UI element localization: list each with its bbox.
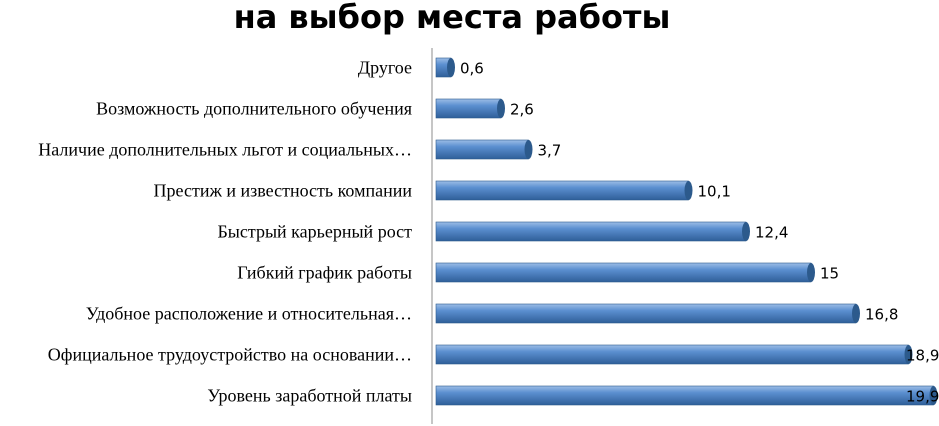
bar	[435, 98, 502, 119]
value-label: 19,9	[906, 388, 939, 406]
bar-end-cap	[904, 345, 913, 364]
bar	[435, 221, 747, 242]
bar-end-cap	[852, 304, 860, 323]
bar-end-cap	[684, 181, 693, 200]
bar-end-cap	[524, 140, 533, 159]
category-label: Другое	[358, 58, 412, 78]
value-label: 12,4	[755, 224, 788, 242]
category-label: Престиж и известность компании	[154, 181, 413, 201]
category-label: Наличие дополнительных льгот и социальны…	[38, 140, 412, 160]
value-label: 2,6	[510, 101, 534, 119]
bar	[435, 385, 934, 406]
category-label: Удобное расположение и относительная…	[86, 304, 412, 324]
value-label: 0,6	[460, 60, 484, 78]
category-label: Официальное трудоустройство на основании…	[48, 345, 412, 365]
bar-end-cap	[807, 263, 815, 282]
bar-end-cap	[929, 386, 938, 405]
bar	[435, 344, 909, 365]
value-label: 18,9	[906, 347, 939, 365]
category-label: Уровень заработной платы	[207, 386, 412, 406]
value-label: 10,1	[698, 183, 731, 201]
bar-end-cap	[742, 222, 750, 241]
category-label: Гибкий график работы	[237, 263, 412, 283]
value-label: 16,8	[865, 306, 898, 324]
bar	[435, 303, 857, 324]
chart-title: на выбор места работы	[234, 0, 671, 36]
bar-end-cap	[447, 58, 455, 77]
bar	[435, 180, 689, 201]
category-label: Возможность дополнительного обучения	[96, 99, 412, 119]
bar	[435, 139, 529, 160]
bar-end-cap	[497, 99, 505, 118]
category-label: Быстрый карьерный рост	[217, 222, 412, 242]
value-label: 15	[820, 265, 839, 283]
value-label: 3,7	[538, 142, 562, 160]
bar	[435, 262, 812, 283]
